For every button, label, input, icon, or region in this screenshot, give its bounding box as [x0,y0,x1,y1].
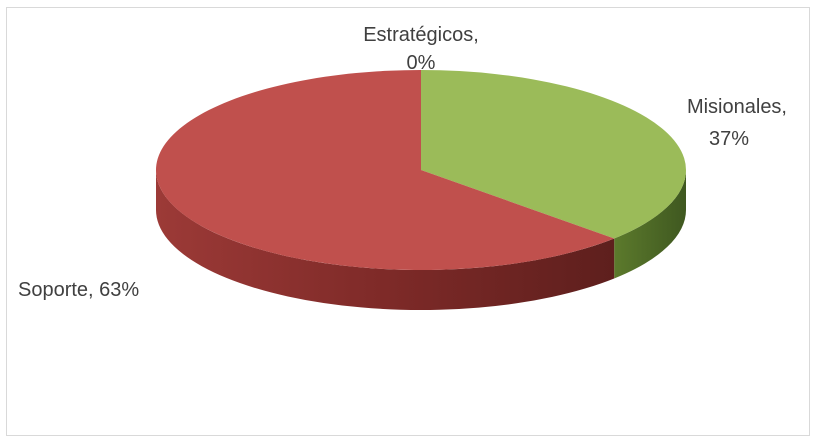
label-misionales-line1: Misionales, [687,96,787,118]
slice-soporte[interactable] [155,70,615,270]
side-misionales [614,170,686,279]
label-estrategicos-line2: 0% [407,52,436,74]
slice-misionales[interactable] [421,70,686,239]
label-soporte: Soporte, 63% [18,279,139,301]
label-misionales-line2: 37% [709,128,749,150]
label-estrategicos-line1: Estratégicos, [363,24,479,46]
side-soporte [156,170,615,310]
